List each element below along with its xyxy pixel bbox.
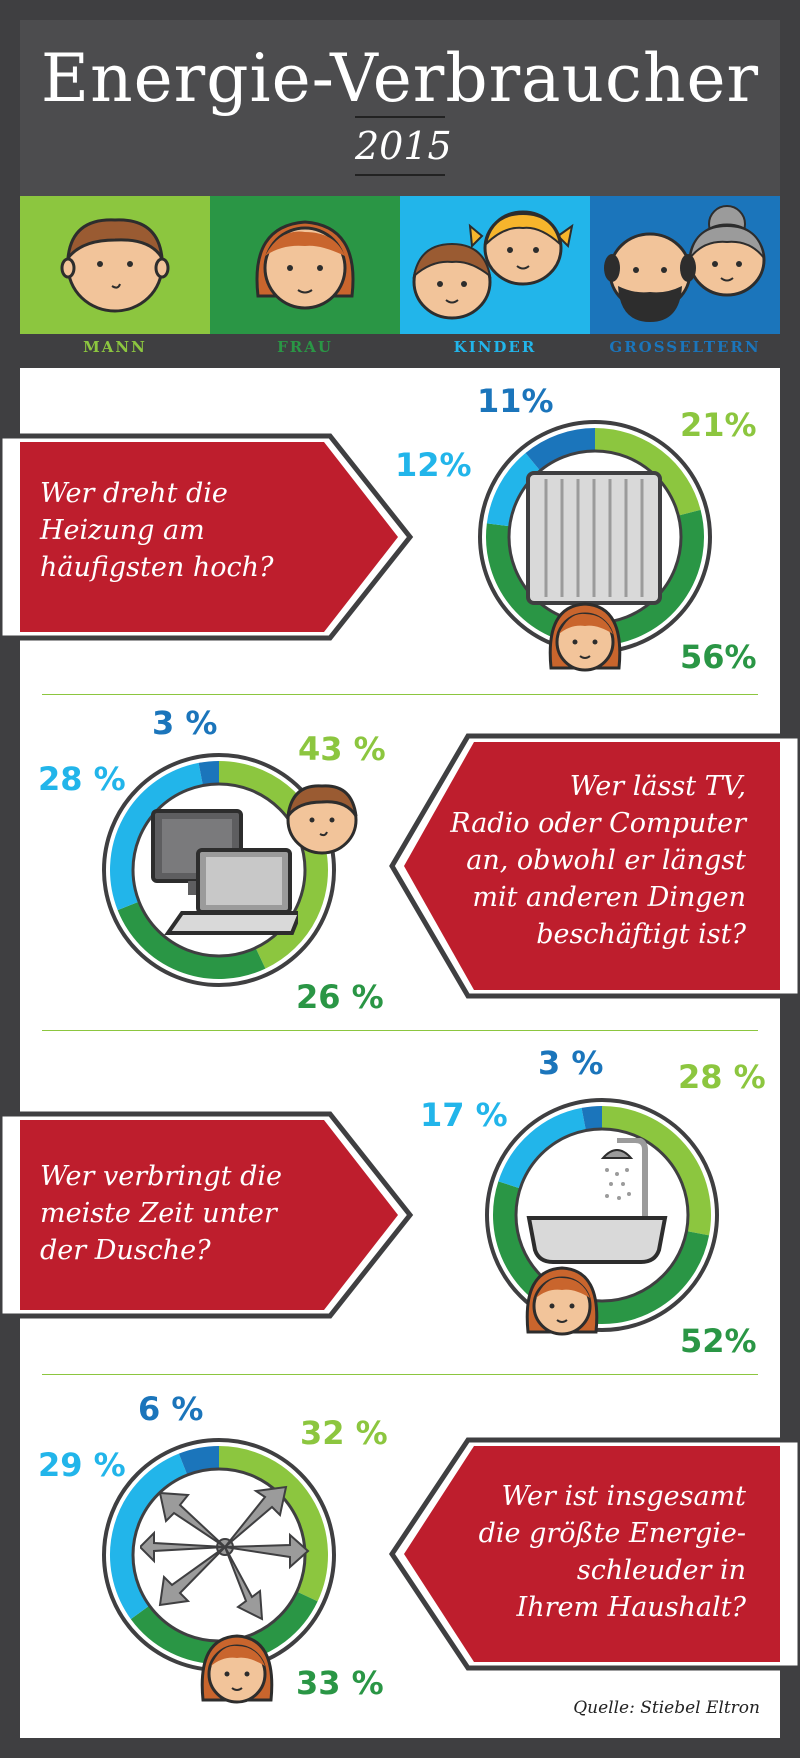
data-label-grosseltern: 3 %	[538, 1044, 604, 1082]
arrows-burst-icon	[140, 1485, 310, 1621]
donut-segment-kinder	[110, 762, 203, 911]
donut-segment-grosseltern	[198, 761, 220, 785]
question-line: der Dusche?	[40, 1235, 211, 1266]
section-divider	[42, 1030, 758, 1031]
legend-band-kinder	[400, 196, 590, 334]
section-divider	[42, 694, 758, 695]
question-line: Ihrem Haushalt?	[516, 1592, 746, 1623]
question-line: Wer verbringt die	[40, 1161, 282, 1192]
woman-face-icon	[200, 1634, 274, 1704]
question-1-text: Wer dreht die Heizung am häufigsten hoch…	[40, 475, 273, 586]
radiator-icon	[526, 471, 662, 605]
woman-face-icon	[548, 602, 622, 672]
woman-face-icon	[525, 1266, 599, 1336]
data-label-kinder: 17 %	[420, 1096, 508, 1134]
data-label-grosseltern: 6 %	[138, 1390, 204, 1428]
question-line: Wer dreht die	[40, 478, 228, 509]
grandparents-faces-icon	[604, 205, 766, 322]
question-line: Wer ist insgesamt	[501, 1481, 747, 1512]
donut-segment-kinder	[110, 1453, 188, 1620]
question-arrow-3	[0, 1111, 414, 1319]
header: Energie-Verbraucher 2015	[20, 20, 780, 196]
donut-segment-kinder	[498, 1107, 587, 1189]
bathtub-shower-icon	[526, 1138, 668, 1264]
legend-label-kinder: KINDER	[453, 338, 537, 356]
data-label-grosseltern: 3 %	[152, 704, 218, 742]
question-arrow-1	[0, 433, 414, 641]
donut-segment-grosseltern	[525, 428, 596, 471]
year-label: 2015	[355, 124, 452, 168]
legend-label-frau: FRAU	[277, 338, 333, 356]
question-line: häufigsten hoch?	[40, 552, 274, 583]
data-label-mann: 21%	[680, 406, 757, 444]
donut-segment-mann	[594, 428, 701, 516]
legend-label-mann: MANN	[83, 338, 147, 356]
data-label-kinder: 29 %	[38, 1446, 126, 1484]
legend-band-frau	[210, 196, 400, 334]
man-face-icon	[60, 218, 170, 313]
donut-segment-kinder	[486, 453, 540, 527]
page-title: Energie-Verbraucher	[40, 40, 760, 117]
woman-face-icon	[255, 220, 355, 310]
data-label-kinder: 12%	[395, 446, 472, 484]
computer-icon	[151, 809, 298, 935]
donut-segment-mann	[601, 1106, 711, 1236]
year-frame: 2015	[355, 116, 452, 176]
question-line: meiste Zeit unter	[40, 1198, 277, 1229]
children-faces-icon	[412, 210, 574, 320]
donut-segment-grosseltern	[581, 1106, 603, 1130]
section-divider	[42, 1374, 758, 1375]
data-label-kinder: 28 %	[38, 760, 126, 798]
data-label-mann: 32 %	[300, 1414, 388, 1452]
donut-segment-mann	[218, 1446, 328, 1602]
question-line: Radio oder Computer	[450, 808, 746, 839]
legend-label-grosseltern: GROSSELTERN	[609, 338, 761, 356]
man-face-icon	[286, 784, 358, 855]
question-line: beschäftigt ist?	[536, 919, 746, 950]
question-line: Wer lässt TV,	[569, 771, 746, 802]
donut-segment-grosseltern	[178, 1446, 220, 1475]
question-4-text: Wer ist insgesamt die größte Energie- sc…	[479, 1478, 746, 1626]
data-label-frau: 26 %	[296, 978, 384, 1016]
data-label-frau: 52%	[680, 1322, 757, 1360]
data-label-frau: 33 %	[296, 1664, 384, 1702]
question-line: an, obwohl er längst	[466, 845, 746, 876]
data-label-mann: 28 %	[678, 1058, 766, 1096]
question-arrow-2	[389, 733, 800, 999]
question-line: Heizung am	[40, 515, 205, 546]
legend-band-grosseltern	[590, 196, 780, 334]
question-2-text: Wer lässt TV, Radio oder Computer an, ob…	[450, 768, 746, 953]
source-note: Quelle: Stiebel Eltron	[573, 1698, 760, 1718]
donut-segment-frau	[117, 901, 266, 979]
question-line: mit anderen Dingen	[472, 882, 746, 913]
data-label-grosseltern: 11%	[477, 382, 554, 420]
data-label-frau: 56%	[680, 638, 757, 676]
legend-band-mann	[20, 196, 210, 334]
data-label-mann: 43 %	[298, 730, 386, 768]
question-arrow-4	[388, 1437, 800, 1671]
question-line: schleuder in	[576, 1555, 746, 1586]
question-line: die größte Energie-	[478, 1518, 746, 1549]
question-3-text: Wer verbringt die meiste Zeit unter der …	[40, 1158, 282, 1269]
